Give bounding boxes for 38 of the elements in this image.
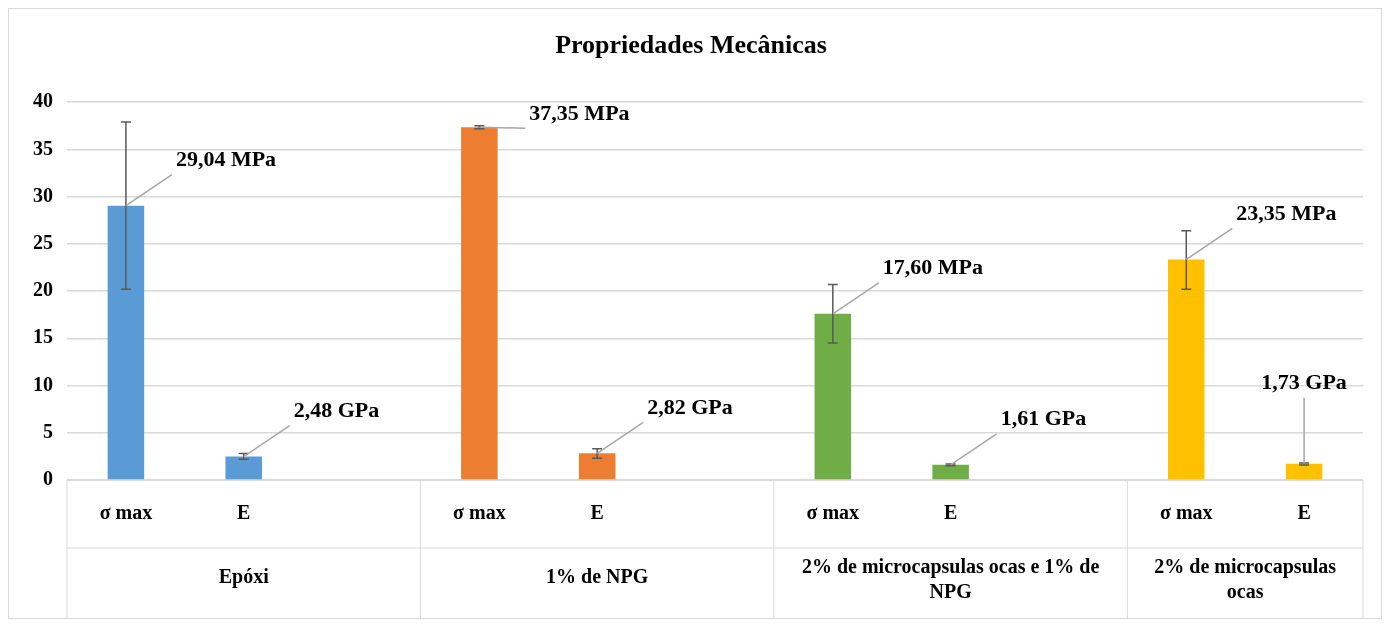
x-tick-label: E (1297, 501, 1311, 524)
bar (1168, 259, 1205, 480)
chart-title: Propriedades Mecânicas (555, 30, 827, 60)
y-tick-label: 25 (33, 231, 53, 254)
bar (814, 313, 852, 480)
y-tick-label: 5 (43, 419, 53, 442)
data-label: 1,73 GPa (1261, 369, 1347, 395)
x-tick-label: σ max (453, 501, 506, 524)
text: Epóxi (218, 565, 270, 589)
bar (932, 464, 969, 480)
y-tick-label: 35 (33, 136, 53, 159)
data-label: 1,61 GPa (1000, 405, 1087, 431)
bar (1285, 463, 1323, 480)
x-tick-label: σ max (1160, 501, 1213, 524)
data-label: 37,35 MPa (529, 99, 630, 125)
y-tick-label: 30 (33, 183, 53, 206)
x-tick-label: E (237, 501, 251, 524)
data-label: 29,04 MPa (175, 146, 277, 172)
bar (107, 205, 145, 480)
x-tick-label: E (590, 501, 604, 524)
data-label: 23,35 MPa (1236, 200, 1337, 226)
y-tick-label: 15 (33, 325, 53, 348)
x-tick-label: σ max (99, 501, 153, 524)
y-tick-label: 0 (43, 467, 53, 490)
text: 1% de NPG (546, 565, 649, 588)
bar (578, 453, 616, 480)
x-tick-label: σ max (806, 501, 860, 524)
x-tick-label: E (943, 501, 958, 524)
y-tick-label: 40 (33, 89, 53, 112)
data-label: 2,48 GPa (293, 397, 380, 423)
data-label: 2,82 GPa (647, 394, 733, 420)
text: 2% de microcapsulas ocas e 1% de NPG (801, 555, 1100, 603)
y-tick-label: 20 (33, 278, 53, 301)
text: 2% de microcapsulas ocas (1154, 555, 1337, 603)
bar (461, 127, 498, 480)
y-tick-label: 10 (33, 372, 53, 395)
bar (225, 456, 262, 480)
data-label: 17,60 MPa (882, 254, 984, 280)
